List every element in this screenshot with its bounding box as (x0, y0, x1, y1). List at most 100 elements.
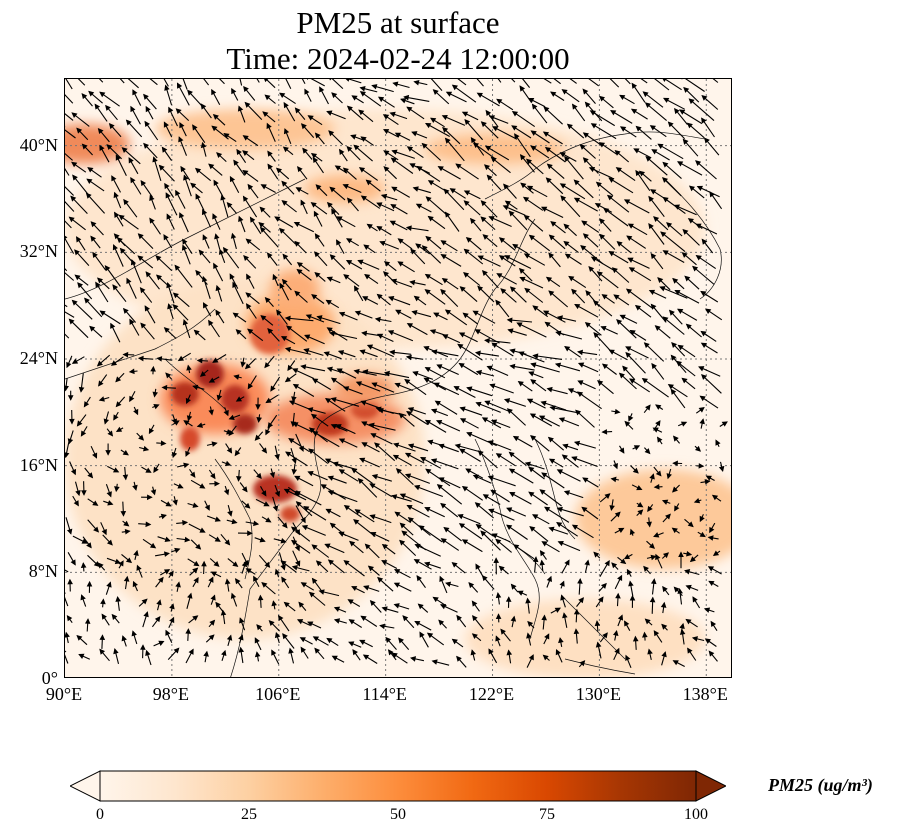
wind-vector (265, 423, 272, 436)
wind-vector (606, 194, 630, 213)
wind-vector (406, 411, 429, 426)
wind-vector (182, 319, 191, 339)
wind-vector (220, 609, 227, 625)
wind-vector (86, 178, 105, 192)
wind-vector (230, 592, 238, 607)
wind-vector (700, 330, 717, 342)
wind-vector (175, 581, 181, 592)
wind-vector (164, 182, 175, 198)
wind-vector (420, 456, 442, 469)
wind-vector (403, 94, 430, 102)
wind-vector (480, 216, 496, 231)
wind-vector (616, 241, 632, 254)
wind-vector (282, 146, 294, 156)
wind-vector (366, 344, 394, 358)
wind-vector (264, 355, 275, 369)
wind-vector (528, 491, 548, 506)
wind-vector (578, 660, 586, 668)
wind-vector (283, 488, 307, 501)
y-tick-label: 16°N (19, 454, 58, 475)
wind-vector (371, 474, 392, 482)
wind-vector (195, 193, 205, 211)
wind-vector (150, 365, 156, 375)
wind-vector (391, 652, 408, 664)
wind-vector (201, 275, 211, 299)
wind-vector (662, 585, 670, 596)
wind-vector (399, 493, 424, 505)
wind-vector (692, 265, 715, 285)
wind-vector (76, 236, 86, 251)
wind-vector (245, 303, 257, 319)
wind-vector (288, 437, 310, 453)
wind-vector (677, 421, 688, 427)
wind-vector (290, 526, 311, 542)
wind-vector (476, 92, 500, 107)
wind-vector (619, 445, 625, 454)
wind-vector (233, 374, 242, 380)
wind-vector (346, 145, 361, 161)
wind-vector (282, 253, 293, 266)
wind-vector (262, 111, 276, 123)
wind-vector (463, 248, 484, 265)
wind-vector (300, 199, 308, 215)
wind-vector (187, 502, 199, 508)
y-tick-label: 24°N (19, 348, 58, 368)
wind-vector (543, 106, 563, 125)
wind-vector (206, 441, 218, 447)
wind-vector (657, 277, 671, 291)
wind-vector (230, 232, 237, 250)
wind-vectors (65, 79, 728, 669)
wind-vector (480, 200, 498, 218)
wind-vector (105, 581, 112, 595)
wind-vector (627, 257, 650, 269)
wind-vector (185, 628, 191, 641)
wind-vector (488, 115, 509, 124)
wind-vector (430, 79, 443, 91)
wind-vector (300, 364, 326, 372)
wind-vector (394, 132, 411, 141)
wind-vector (232, 312, 247, 323)
wind-vector (172, 496, 178, 506)
wind-vector (285, 325, 308, 342)
wind-vector (685, 584, 699, 591)
wind-vector (97, 562, 106, 571)
wind-vector (347, 599, 361, 607)
wind-vector (359, 639, 373, 648)
wind-vector (655, 553, 663, 569)
wind-vector (299, 637, 313, 645)
wind-vector (700, 374, 722, 394)
wind-vector (369, 599, 382, 613)
wind-vector (650, 252, 664, 270)
wind-vector (312, 378, 332, 391)
wind-vector (204, 500, 210, 511)
wind-vector (599, 493, 611, 503)
wind-vector (338, 469, 359, 482)
wind-vector (435, 419, 461, 432)
colorbar-tick-label: 50 (390, 806, 406, 823)
wind-vector (671, 527, 680, 534)
wind-vector (140, 644, 146, 659)
wind-vector (457, 343, 483, 361)
wind-vector (287, 360, 296, 372)
wind-vector (167, 647, 180, 660)
wind-vector (174, 264, 193, 288)
wind-vector (307, 621, 322, 629)
wind-vector (684, 518, 694, 528)
wind-vector (176, 520, 189, 526)
wind-vector (574, 303, 599, 318)
wind-vector (80, 426, 88, 437)
wind-vector (686, 122, 705, 139)
wind-vector (576, 349, 598, 356)
wind-vector (475, 369, 495, 377)
wind-vector (543, 310, 566, 323)
map-panel[interactable] (64, 78, 732, 678)
wind-vector (331, 655, 345, 663)
wind-vector (571, 288, 586, 304)
wind-vector (164, 84, 173, 106)
wind-vector (402, 615, 415, 629)
wind-vector (260, 315, 274, 326)
wind-vector (186, 364, 192, 374)
wind-vector (246, 273, 255, 289)
wind-vector (508, 210, 528, 231)
wind-vector (74, 249, 90, 266)
